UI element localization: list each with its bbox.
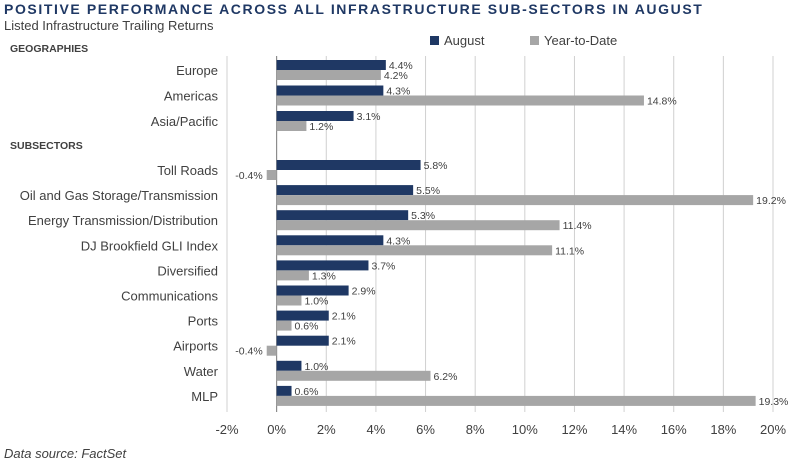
group-header: GEOGRAPHIES <box>10 43 88 55</box>
bar-august <box>276 60 386 70</box>
data-label-august: 0.6% <box>295 386 319 398</box>
data-label-august: 2.1% <box>332 336 356 348</box>
data-label-august: 3.7% <box>371 260 395 272</box>
bar-august <box>276 260 369 271</box>
legend-swatch-august <box>430 36 439 45</box>
category-label: Americas <box>164 89 219 104</box>
category-label: Ports <box>188 314 219 329</box>
category-label: Airports <box>173 339 218 354</box>
x-tick-label: 12% <box>561 422 587 437</box>
legend-label-august: August <box>444 33 485 48</box>
data-label-ytd: -0.4% <box>235 346 262 358</box>
legend-swatch-ytd <box>530 36 539 45</box>
category-label: Water <box>184 364 219 379</box>
bar-august <box>276 285 349 296</box>
bar-august <box>276 335 329 346</box>
data-label-ytd: 14.8% <box>647 96 677 108</box>
bar-ytd <box>276 320 292 331</box>
bar-ytd <box>276 121 307 131</box>
bar-ytd <box>276 220 560 231</box>
chart-subtitle: Listed Infrastructure Trailing Returns <box>4 18 214 33</box>
data-label-ytd: 19.2% <box>756 195 786 207</box>
category-label: Communications <box>121 289 218 304</box>
data-label-ytd: 19.3% <box>759 396 789 408</box>
legend-item-august: August <box>430 33 484 48</box>
x-tick-label: 6% <box>416 422 435 437</box>
group-header: SUBSECTORS <box>10 140 83 152</box>
chart-title: POSITIVE PERFORMANCE ACROSS ALL INFRASTR… <box>4 1 704 17</box>
data-label-august: 2.1% <box>332 311 356 323</box>
data-label-ytd: 1.2% <box>309 121 333 133</box>
data-label-august: 4.4% <box>389 60 413 72</box>
bar-ytd <box>276 395 756 406</box>
category-label: Asia/Pacific <box>151 114 219 129</box>
bar-ytd <box>266 170 277 180</box>
bar-ytd <box>276 70 381 80</box>
bar-august <box>276 210 409 221</box>
legend-label-ytd: Year-to-Date <box>544 33 618 48</box>
bar-august <box>276 235 384 246</box>
data-label-august: 4.3% <box>386 235 410 247</box>
bar-ytd <box>276 95 644 106</box>
data-label-august: 3.1% <box>357 111 381 123</box>
data-label-ytd: 0.6% <box>295 321 319 333</box>
x-tick-label: 4% <box>367 422 386 437</box>
x-tick-label: -2% <box>215 422 239 437</box>
category-label: MLP <box>191 389 218 404</box>
bar-ytd <box>276 195 754 206</box>
legend-item-ytd: Year-to-Date <box>530 33 617 48</box>
data-label-ytd: 11.1% <box>555 245 584 257</box>
category-label: Diversified <box>157 263 218 278</box>
bar-august <box>276 160 421 170</box>
bar-ytd <box>276 270 309 281</box>
x-tick-label: 14% <box>611 422 637 437</box>
category-label: Toll Roads <box>157 163 218 178</box>
x-tick-label: 18% <box>710 422 736 437</box>
data-label-august: 4.3% <box>386 86 410 98</box>
bar-august <box>276 385 292 396</box>
bar-august <box>276 185 414 196</box>
data-label-ytd: 11.4% <box>563 220 592 232</box>
x-tick-label: 2% <box>317 422 336 437</box>
data-source-note: Data source: FactSet <box>4 446 127 461</box>
data-label-ytd: -0.4% <box>235 170 262 182</box>
category-label: Energy Transmission/Distribution <box>28 213 218 228</box>
x-tick-label: 20% <box>760 422 786 437</box>
bar-ytd <box>276 295 302 306</box>
data-label-august: 5.5% <box>416 185 440 197</box>
category-label: DJ Brookfield GLI Index <box>81 238 219 253</box>
bar-ytd <box>276 370 431 381</box>
bar-august <box>276 85 384 96</box>
data-label-august: 2.9% <box>352 286 376 298</box>
data-label-ytd: 1.0% <box>304 296 328 308</box>
data-label-ytd: 6.2% <box>434 371 458 383</box>
bar-august <box>276 111 354 121</box>
bar-august <box>276 310 329 321</box>
data-label-august: 5.3% <box>411 210 435 222</box>
bar-ytd <box>276 245 553 256</box>
data-label-ytd: 4.2% <box>384 70 408 82</box>
x-tick-label: 16% <box>661 422 687 437</box>
data-label-august: 1.0% <box>304 361 328 373</box>
bar-august <box>276 360 302 371</box>
category-label: Europe <box>176 63 218 78</box>
x-tick-label: 0% <box>267 422 286 437</box>
bar-ytd <box>266 345 277 356</box>
data-label-ytd: 1.3% <box>312 270 336 282</box>
category-label: Oil and Gas Storage/Transmission <box>20 188 218 203</box>
x-tick-label: 10% <box>512 422 538 437</box>
data-label-august: 5.8% <box>424 160 448 172</box>
x-tick-label: 8% <box>466 422 485 437</box>
